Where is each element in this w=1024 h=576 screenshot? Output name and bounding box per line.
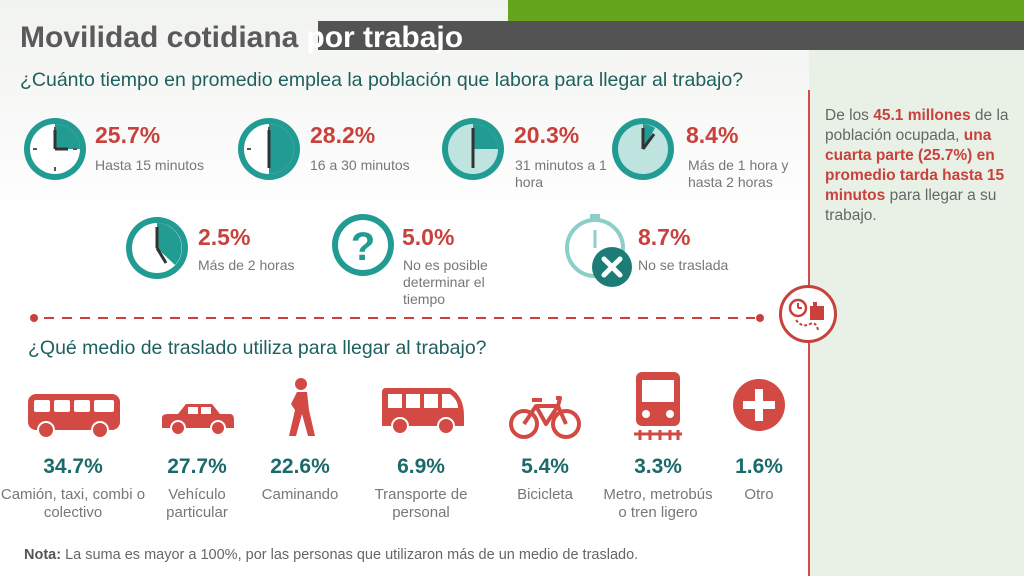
footnote: Nota: La suma es mayor a 100%, por las p… xyxy=(24,547,638,563)
stopwatch-cross-icon xyxy=(560,212,638,295)
note-text: La suma es mayor a 100%, por las persona… xyxy=(61,547,639,563)
clock-icon xyxy=(610,116,676,187)
sidebar-panel xyxy=(809,50,1024,576)
mode-label: Caminando xyxy=(261,486,339,503)
svg-text:?: ? xyxy=(351,225,375,269)
mode-label: Metro, metrobús o tren ligero xyxy=(603,486,713,521)
time-label: 16 a 30 minutos xyxy=(310,157,410,173)
mode-percent: 3.3% xyxy=(634,455,682,478)
time-percent: 8.7% xyxy=(638,224,691,250)
time-percent: 2.5% xyxy=(198,224,251,250)
dashed-divider xyxy=(30,309,765,327)
sidebar-text-2: de la población ocupada, xyxy=(825,107,1009,144)
sidebar-text-3: para llegar a su trabajo. xyxy=(825,187,997,224)
clock-icon xyxy=(236,116,302,187)
mode-label: Otro xyxy=(744,486,774,503)
time-label: No es posible determinar el tiempo xyxy=(403,257,488,307)
mode-label: Camión, taxi, combi o colectivo xyxy=(0,486,146,521)
time-percent: 20.3% xyxy=(514,122,580,148)
mode-label: Bicicleta xyxy=(517,486,573,503)
plus-icon xyxy=(732,378,786,437)
mode-percent: 34.7% xyxy=(43,455,103,478)
shuttle-bus-icon xyxy=(380,386,466,443)
clock-icon xyxy=(22,116,88,187)
time-label: 31 minutos a 1 hora xyxy=(515,157,607,190)
sidebar-highlight-2: una cuarta parte (25.7%) en promedio tar… xyxy=(825,127,1005,204)
mode-percent: 27.7% xyxy=(167,455,227,478)
bus-icon xyxy=(26,392,122,445)
time-percent: 25.7% xyxy=(95,122,161,148)
mode-label: Transporte de personal xyxy=(374,486,468,521)
time-label: Más de 2 horas xyxy=(198,257,295,273)
car-icon xyxy=(158,402,236,443)
header-green-bar xyxy=(508,0,1024,21)
metro-train-icon xyxy=(632,370,684,447)
time-percent: 5.0% xyxy=(402,224,455,250)
mode-percent: 6.9% xyxy=(397,455,445,478)
time-percent: 28.2% xyxy=(310,122,376,148)
clock-icon xyxy=(124,215,190,286)
note-label: Nota: xyxy=(24,547,62,563)
mode-question: ¿Qué medio de traslado utiliza para lleg… xyxy=(28,337,487,359)
time-label: Hasta 15 minutos xyxy=(95,157,204,173)
question-icon: ? xyxy=(330,212,396,283)
walking-person-icon xyxy=(283,378,319,443)
time-percent: 8.4% xyxy=(686,122,739,148)
sidebar-highlight-1: 45.1 millones xyxy=(873,107,971,124)
mode-percent: 1.6% xyxy=(735,455,783,478)
time-label: Más de 1 hora y hasta 2 horas xyxy=(688,157,789,190)
mode-label: Vehículo particular xyxy=(166,486,228,521)
time-question: ¿Cuánto tiempo en promedio emplea la pob… xyxy=(20,69,744,91)
header-dark-bar xyxy=(318,21,1024,50)
mode-percent: 22.6% xyxy=(270,455,330,478)
bicycle-icon xyxy=(508,392,582,445)
title-main: Movilidad cotidiana xyxy=(20,21,299,54)
title-highlight: por trabajo xyxy=(306,21,464,54)
mode-percent: 5.4% xyxy=(521,455,569,478)
sidebar-summary: De los 45.1 millones de la población ocu… xyxy=(825,106,1015,226)
time-label: No se traslada xyxy=(638,257,729,273)
page-title: Movilidad cotidiana por trabajo xyxy=(20,22,463,54)
route-icon xyxy=(779,285,837,343)
sidebar-text-1: De los xyxy=(825,107,874,124)
clock-icon xyxy=(440,116,506,187)
